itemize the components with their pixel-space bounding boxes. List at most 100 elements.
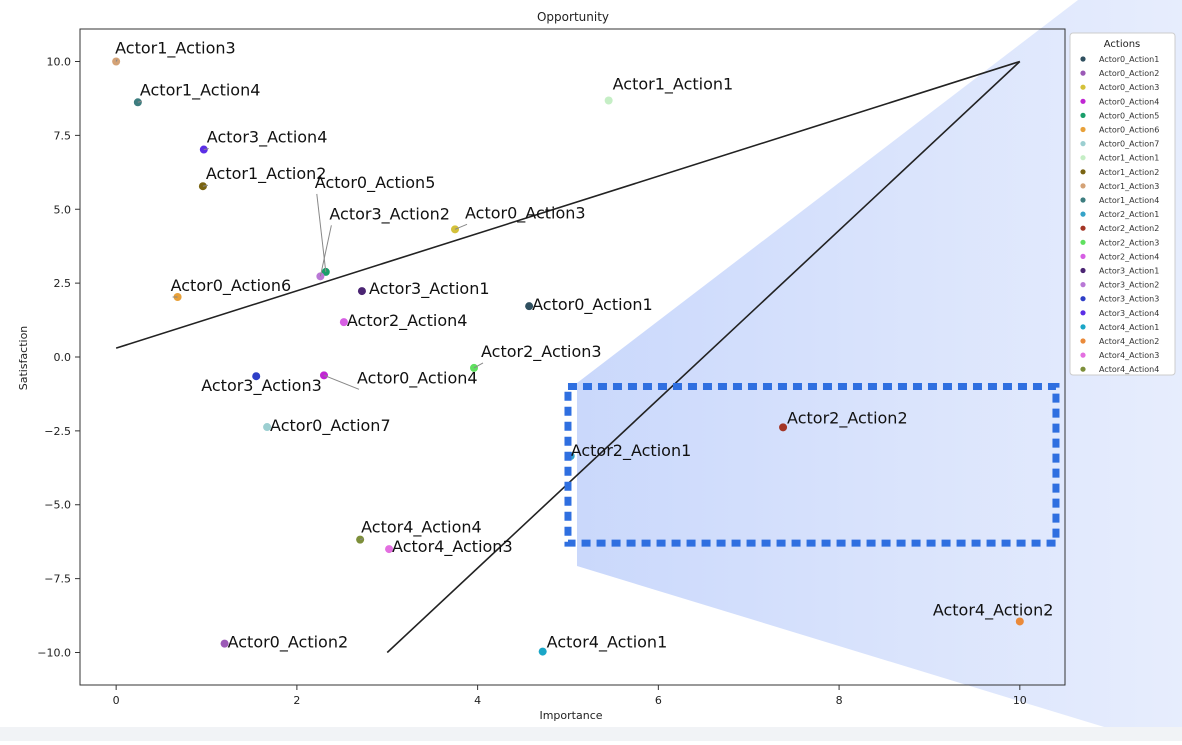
legend-entry: Actor2_Action1 [1099, 210, 1159, 219]
legend-entry: Actor0_Action1 [1099, 55, 1159, 64]
legend-entry: Actor4_Action3 [1099, 351, 1159, 360]
label-leader [323, 374, 360, 390]
legend-marker [1080, 183, 1086, 189]
legend-entry: Actor0_Action2 [1099, 69, 1159, 78]
data-label-actor2-action1: Actor2_Action1 [571, 441, 692, 461]
legend-marker [1080, 310, 1086, 316]
y-tick-label: −7.5 [44, 573, 71, 586]
reference-line [115, 60, 1021, 349]
data-label-actor2-action3: Actor2_Action3 [481, 342, 602, 362]
legend-marker [1080, 98, 1086, 104]
data-label-actor3-action3: Actor3_Action3 [201, 376, 322, 396]
legend-marker [1080, 282, 1086, 288]
legend-entry: Actor3_Action2 [1099, 281, 1159, 290]
data-label-actor2-action2: Actor2_Action2 [787, 408, 908, 428]
data-point-actor1-action1 [604, 96, 613, 105]
data-point-actor0-action1 [525, 302, 534, 311]
bottom-strip [0, 727, 1182, 741]
data-label-actor4-action4: Actor4_Action4 [361, 518, 482, 538]
legend-marker [1080, 253, 1086, 259]
data-point-actor2-action2 [779, 423, 788, 432]
label-leader [202, 184, 208, 187]
legend-entry: Actor0_Action4 [1099, 97, 1159, 106]
legend-entry: Actor1_Action1 [1099, 154, 1159, 163]
label-leader [203, 148, 209, 151]
label-leader [359, 538, 364, 541]
data-point-actor0-action7 [263, 423, 272, 432]
data-point-actor4-action3 [385, 545, 394, 554]
y-axis-label: Satisfaction [17, 326, 30, 391]
y-tick-label: 0.0 [54, 351, 72, 364]
legend-entry: Actor2_Action2 [1099, 224, 1159, 233]
chart-title: Opportunity [537, 10, 609, 24]
legend-marker [1080, 169, 1086, 175]
legend-entry: Actor4_Action1 [1099, 323, 1159, 332]
label-leader [319, 225, 332, 277]
data-label-actor1-action2: Actor1_Action2 [206, 164, 327, 184]
legend-entry: Actor0_Action6 [1099, 126, 1159, 135]
data-label-actor0-action4: Actor0_Action4 [357, 368, 478, 388]
label-leader [137, 100, 142, 103]
label-leader [115, 59, 118, 62]
data-point-actor3-action3 [252, 372, 261, 381]
y-tick-label: 7.5 [54, 129, 72, 142]
legend-entry: Actor4_Action2 [1099, 337, 1159, 346]
legend-marker [1080, 112, 1086, 118]
legend-title: Actions [1104, 39, 1141, 50]
x-tick-label: 10 [1013, 694, 1027, 707]
y-tick-label: 10.0 [47, 56, 72, 69]
data-label-actor1-action1: Actor1_Action1 [613, 75, 734, 95]
legend-marker [1080, 211, 1086, 217]
x-tick-label: 0 [113, 694, 120, 707]
data-label-actor0-action6: Actor0_Action6 [171, 276, 292, 296]
data-label-actor0-action7: Actor0_Action7 [270, 416, 391, 436]
legend-entry: Actor0_Action3 [1099, 83, 1159, 92]
data-label-actor1-action4: Actor1_Action4 [140, 80, 261, 100]
data-label-actor0-action1: Actor0_Action1 [532, 295, 653, 315]
x-tick-label: 6 [655, 694, 662, 707]
data-label-actor0-action5: Actor0_Action5 [315, 173, 436, 193]
legend-entry: Actor3_Action4 [1099, 309, 1159, 318]
legend-marker [1080, 267, 1086, 274]
y-tick-label: 2.5 [54, 277, 72, 290]
legend-marker [1080, 338, 1086, 344]
highlight-box [564, 383, 1060, 547]
legend-marker [1080, 84, 1086, 90]
legend-marker [1080, 324, 1086, 330]
legend-entry: Actor2_Action3 [1099, 238, 1159, 247]
y-tick-label: −2.5 [44, 425, 71, 438]
data-label-actor1-action3: Actor1_Action3 [115, 39, 236, 59]
x-tick-label: 4 [474, 694, 481, 707]
legend-entry: Actor3_Action3 [1099, 295, 1159, 304]
legend-marker [1080, 70, 1086, 76]
x-tick-label: 8 [836, 694, 843, 707]
legend-entry: Actor4_Action4 [1099, 365, 1159, 374]
legend-marker [1080, 197, 1086, 203]
legend-marker [1080, 366, 1086, 372]
data-label-actor2-action4: Actor2_Action4 [347, 311, 468, 331]
legend-entry: Actor2_Action4 [1099, 252, 1159, 261]
legend-entry: Actor0_Action7 [1099, 140, 1159, 149]
reference-line [386, 60, 1021, 654]
legend-box [1069, 32, 1176, 376]
legend-marker [1080, 225, 1086, 231]
data-label-actor4-action1: Actor4_Action1 [547, 633, 668, 653]
legend-marker [1080, 141, 1086, 147]
data-point-actor4-action1 [538, 647, 547, 656]
data-label-actor0-action3: Actor0_Action3 [465, 203, 586, 223]
legend-entry: Actor3_Action1 [1099, 267, 1159, 276]
legend-entry: Actor0_Action5 [1099, 111, 1159, 120]
data-point-actor0-action2 [220, 639, 229, 648]
legend-marker [1080, 155, 1086, 161]
y-tick-label: 5.0 [54, 203, 72, 216]
legend-marker [1080, 296, 1086, 302]
legend-entry: Actor1_Action4 [1099, 196, 1159, 205]
label-leader [473, 362, 484, 369]
data-label-actor4-action3: Actor4_Action3 [392, 537, 513, 557]
legend-marker [1080, 56, 1086, 62]
y-tick-label: −5.0 [44, 499, 71, 512]
legend-marker [1080, 352, 1086, 358]
label-leader [454, 223, 468, 230]
